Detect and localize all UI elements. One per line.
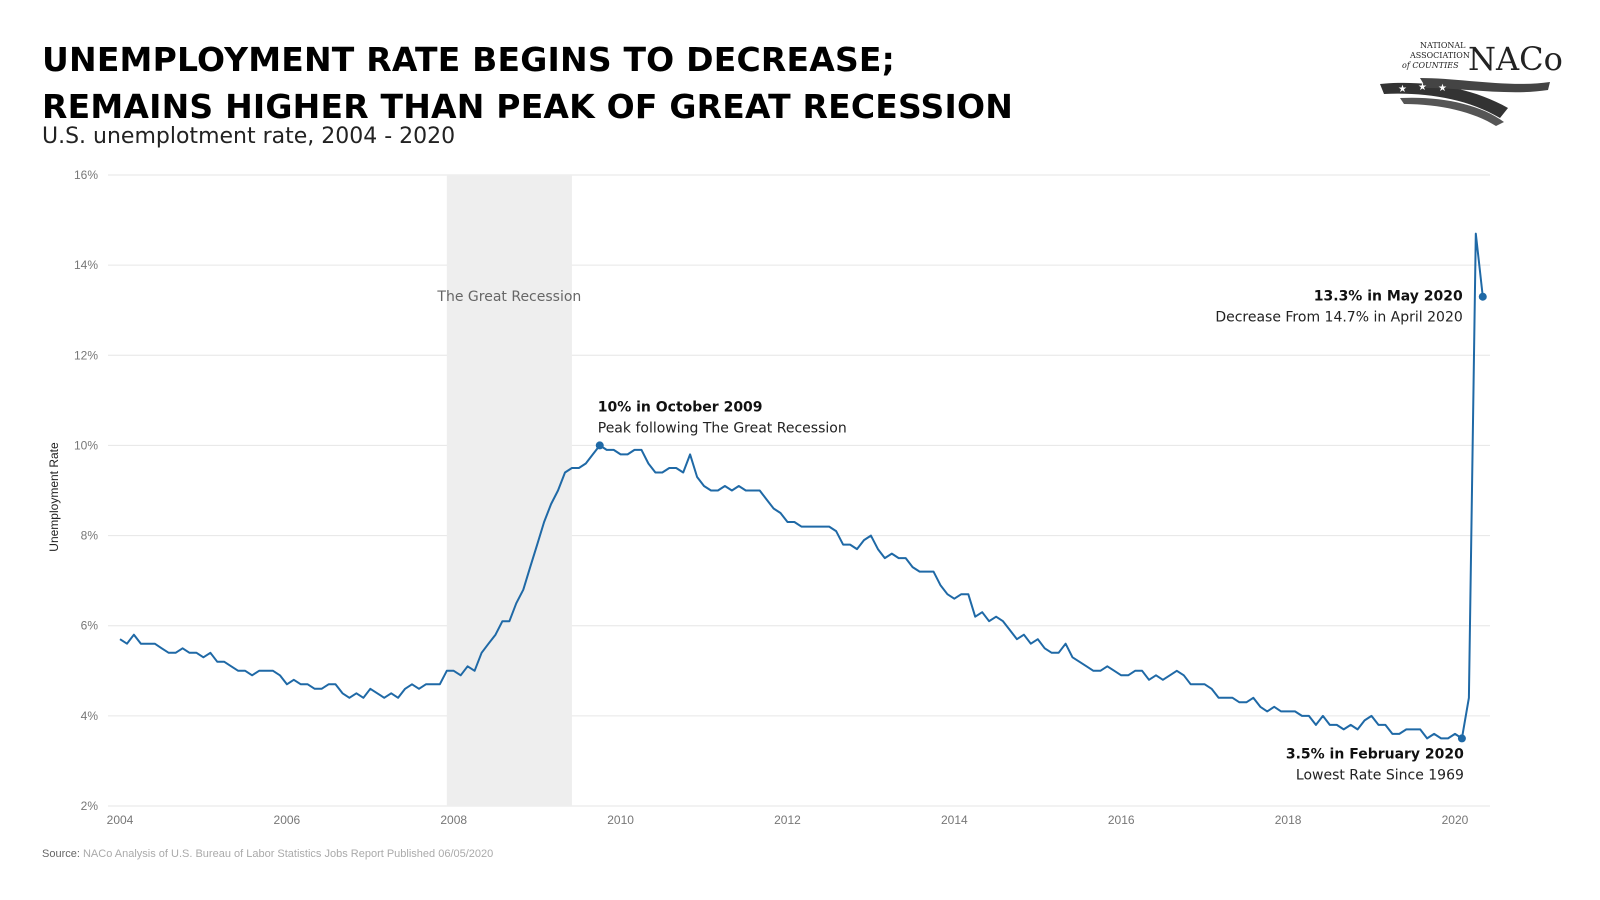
- annotations: 10% in October 2009 Peak following The Gr…: [595, 289, 1487, 783]
- annotation-title-peak-2009: 10% in October 2009: [598, 399, 763, 415]
- y-tick-label: 8%: [81, 529, 99, 543]
- unemployment-line: [119, 232, 1484, 740]
- annotation-dot-low-feb-2020: [1457, 734, 1466, 743]
- annotation-title-low-feb-2020: 3.5% in February 2020: [1286, 746, 1464, 762]
- annotation-text-peak-2009: Peak following The Great Recession: [598, 420, 847, 436]
- annotation-text-low-feb-2020: Lowest Rate Since 1969: [1296, 767, 1464, 783]
- naco-logo: ★ ★ ★ NATIONAL ASSOCIATION of COUNTIES N…: [1380, 40, 1563, 126]
- source-label: Source:: [42, 848, 80, 860]
- x-tick-label: 2020: [1442, 813, 1469, 827]
- title-line-1: UNEMPLOYMENT RATE BEGINS TO DECREASE;: [42, 40, 896, 79]
- logo-line-2: ASSOCIATION: [1409, 51, 1470, 60]
- x-tick-label: 2008: [440, 813, 467, 827]
- y-tick-label: 6%: [81, 619, 99, 633]
- annotation-title-may-2020: 13.3% in May 2020: [1314, 289, 1463, 305]
- x-ticks: 2004 2006 2008 2010 2012 2014 2016 2018 2020: [107, 813, 1469, 827]
- y-tick-label: 16%: [74, 168, 98, 182]
- logo-line-3: of COUNTIES: [1402, 61, 1459, 70]
- chart-subtitle: U.S. unemplotment rate, 2004 - 2020: [42, 124, 456, 149]
- x-tick-label: 2018: [1275, 813, 1302, 827]
- x-tick-label: 2016: [1108, 813, 1135, 827]
- svg-text:★: ★: [1418, 82, 1427, 93]
- recession-band: [446, 175, 572, 806]
- x-tick-label: 2014: [941, 813, 968, 827]
- y-ticks: 2% 4% 6% 8% 10% 12% 14% 16%: [74, 168, 98, 813]
- y-tick-label: 14%: [74, 258, 98, 272]
- y-tick-label: 12%: [74, 348, 98, 362]
- x-tick-label: 2004: [107, 813, 134, 827]
- svg-text:★: ★: [1438, 83, 1447, 94]
- annotation-dot-may-2020: [1478, 292, 1487, 301]
- source-note: Source: NACo Analysis of U.S. Bureau of …: [42, 848, 493, 860]
- recession-label: The Great Recession: [436, 289, 581, 305]
- title-line-2: REMAINS HIGHER THAN PEAK OF GREAT RECESS…: [42, 87, 1014, 126]
- grid-lines: [108, 174, 1490, 807]
- logo-flag-icon: ★ ★ ★: [1380, 78, 1550, 126]
- chart-title: UNEMPLOYMENT RATE BEGINS TO DECREASE; RE…: [42, 36, 1013, 130]
- recession-shading: The Great Recession: [436, 175, 581, 806]
- y-tick-label: 2%: [81, 799, 99, 813]
- x-tick-label: 2010: [607, 813, 634, 827]
- logo-mark: NACo: [1468, 40, 1563, 78]
- series: [119, 232, 1484, 740]
- annotation-dot-peak-2009: [595, 441, 604, 450]
- x-tick-label: 2012: [774, 813, 801, 827]
- annotation-text-may-2020: Decrease From 14.7% in April 2020: [1215, 310, 1462, 326]
- y-tick-label: 10%: [74, 438, 98, 452]
- y-tick-label: 4%: [81, 709, 99, 723]
- source-text: NACo Analysis of U.S. Bureau of Labor St…: [82, 848, 494, 860]
- svg-text:★: ★: [1398, 84, 1407, 95]
- x-tick-label: 2006: [274, 813, 301, 827]
- logo-line-1: NATIONAL: [1420, 41, 1466, 50]
